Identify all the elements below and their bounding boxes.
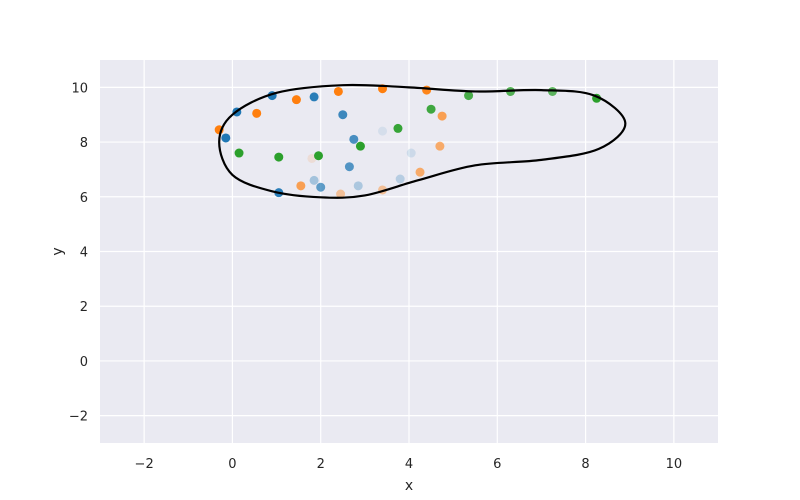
- data-point: [415, 167, 425, 177]
- data-point: [422, 85, 432, 95]
- data-point: [349, 134, 359, 144]
- x-axis-label: x: [405, 478, 413, 494]
- x-tick-label: 4: [405, 457, 413, 472]
- x-tick-label: 10: [666, 457, 683, 472]
- data-point: [291, 95, 301, 105]
- data-point: [333, 86, 343, 96]
- y-tick-label: 4: [80, 246, 88, 261]
- data-point: [314, 151, 324, 161]
- y-tick-label: 2: [80, 300, 88, 315]
- data-point: [393, 123, 403, 133]
- y-tick-label: 8: [80, 136, 88, 151]
- y-axis-label: y: [50, 247, 66, 255]
- data-point: [355, 141, 365, 151]
- data-point: [426, 104, 436, 114]
- y-tick-label: 6: [80, 191, 88, 206]
- data-point: [353, 181, 363, 191]
- data-point: [296, 181, 306, 191]
- data-point: [221, 133, 231, 143]
- y-tick-label: 10: [71, 81, 88, 96]
- closed-curve: [218, 83, 627, 199]
- x-tick-labels: −2 0 2 4 6 8 10: [135, 457, 683, 472]
- y-tick-label: −2: [69, 410, 88, 425]
- x-tick-label: 0: [228, 457, 236, 472]
- data-point: [316, 182, 326, 192]
- data-point: [338, 110, 348, 120]
- data-point: [406, 148, 416, 158]
- data-point: [437, 111, 447, 121]
- data-point: [336, 189, 346, 199]
- y-tick-label: 0: [80, 355, 88, 370]
- data-point: [309, 92, 319, 102]
- x-tick-label: 6: [493, 457, 501, 472]
- data-point: [395, 174, 405, 184]
- data-points: [214, 84, 602, 199]
- data-point: [464, 91, 474, 101]
- x-tick-label: −2: [135, 457, 154, 472]
- x-tick-label: 2: [317, 457, 325, 472]
- data-point: [309, 175, 319, 185]
- data-point: [274, 152, 284, 162]
- data-point: [378, 126, 388, 136]
- y-tick-labels: −2 0 2 4 6 8 10: [69, 81, 88, 424]
- data-point: [344, 162, 354, 172]
- x-tick-label: 8: [581, 457, 589, 472]
- data-point: [435, 141, 445, 151]
- data-point: [252, 108, 262, 118]
- data-point: [234, 148, 244, 158]
